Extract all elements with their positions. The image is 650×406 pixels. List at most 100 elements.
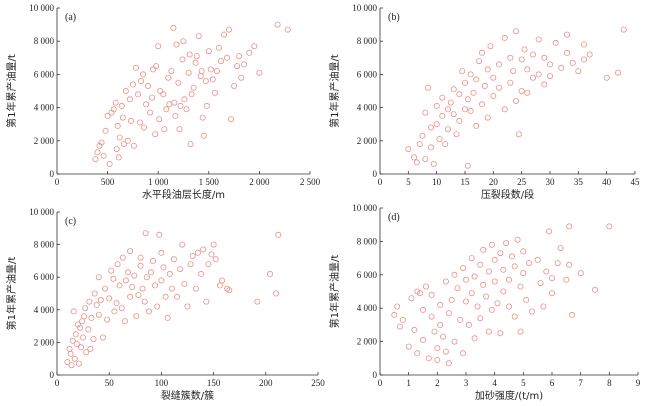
data-point xyxy=(119,254,126,261)
data-point xyxy=(216,282,223,289)
y-tick-label: 8 000 xyxy=(357,36,378,46)
data-point xyxy=(501,106,508,113)
chart-panel-c: 0 2 000 4 000 6 000 8 000 10 000 0 50 100 150 200 2… xyxy=(5,207,325,402)
data-point xyxy=(254,298,261,305)
data-point xyxy=(170,256,177,263)
data-point xyxy=(461,106,468,113)
x-tick-label: 2 000 xyxy=(249,177,270,187)
data-point xyxy=(547,61,554,68)
data-point xyxy=(153,63,160,70)
data-point xyxy=(428,313,435,320)
data-point xyxy=(175,79,182,86)
y-tick-label: 8 000 xyxy=(357,236,378,246)
data-point xyxy=(518,56,525,63)
data-point xyxy=(477,261,484,268)
data-point xyxy=(93,301,100,308)
data-point xyxy=(173,41,180,48)
data-point xyxy=(451,338,458,345)
data-point xyxy=(427,144,434,151)
data-point xyxy=(399,316,406,323)
data-point xyxy=(273,290,280,297)
data-point xyxy=(592,286,599,293)
chart-panel-a: 0 2 000 4 000 6 000 8 000 10 000 0 500 1 000 1 50… xyxy=(5,3,321,201)
data-point xyxy=(225,26,232,33)
data-point xyxy=(497,330,504,337)
data-point xyxy=(140,124,147,131)
data-point xyxy=(464,162,471,169)
data-point xyxy=(577,270,584,277)
y-axis-title: 第1年累产油量/t xyxy=(328,255,341,329)
data-point xyxy=(115,154,122,161)
data-point xyxy=(470,89,477,96)
data-point xyxy=(197,73,204,80)
data-point xyxy=(112,99,119,106)
data-point xyxy=(135,292,142,299)
data-point xyxy=(147,269,154,276)
data-point xyxy=(215,44,222,51)
data-point xyxy=(150,66,157,73)
data-point xyxy=(523,296,530,303)
data-point xyxy=(461,79,468,86)
data-point xyxy=(143,101,150,108)
data-point xyxy=(620,26,627,33)
data-point xyxy=(142,230,149,237)
data-point xyxy=(177,266,184,273)
data-point xyxy=(113,300,120,307)
data-point xyxy=(419,336,426,343)
data-point xyxy=(586,51,593,58)
data-point xyxy=(408,295,415,302)
data-point xyxy=(170,24,177,31)
data-point xyxy=(500,266,507,273)
x-axis-title: 裂缝簇数/簇 xyxy=(161,389,214,402)
data-point xyxy=(491,278,498,285)
data-point xyxy=(180,38,187,45)
data-point xyxy=(137,78,144,85)
data-point xyxy=(121,318,128,325)
data-point xyxy=(194,249,201,256)
data-point xyxy=(213,68,220,75)
data-point xyxy=(114,122,121,129)
panel-label: (d) xyxy=(388,212,400,223)
data-point xyxy=(192,285,199,292)
data-point xyxy=(110,275,117,282)
data-point xyxy=(134,91,141,98)
data-point xyxy=(440,333,447,340)
data-point xyxy=(450,111,457,118)
data-point xyxy=(156,116,163,123)
data-point xyxy=(83,349,90,356)
data-point xyxy=(454,285,461,292)
chart-panel-d: 0 2 000 4 000 6 000 8 000 10 000 0 1 2 3 4 5 6 7 8 9 加砂强… xyxy=(328,203,641,402)
data-point xyxy=(427,124,434,131)
data-point xyxy=(75,360,82,367)
x-axis-title: 水平段油层长度/m xyxy=(142,188,225,201)
data-point xyxy=(497,250,504,257)
data-point xyxy=(203,102,210,109)
data-point xyxy=(120,141,127,148)
data-point xyxy=(66,345,73,352)
data-point xyxy=(205,261,212,268)
y-axis-title: 第1年累产油量/t xyxy=(328,54,341,128)
scatter-points xyxy=(92,21,291,167)
x-tick-label: 20 xyxy=(489,177,499,187)
data-point xyxy=(507,79,514,86)
data-point xyxy=(81,313,88,320)
y-tick-label: 0 xyxy=(373,370,378,380)
data-point xyxy=(501,34,508,41)
data-point xyxy=(430,160,437,167)
y-tick-label: 0 xyxy=(373,169,378,179)
data-point xyxy=(514,236,521,243)
y-tick-label: 4 000 xyxy=(34,103,55,113)
data-point xyxy=(540,303,547,310)
data-point xyxy=(534,256,541,263)
data-point xyxy=(437,321,444,328)
y-tick-label: 10 000 xyxy=(29,207,54,217)
data-point xyxy=(181,96,188,103)
data-point xyxy=(161,126,168,133)
data-point xyxy=(152,282,159,289)
data-point xyxy=(456,117,463,124)
x-tick-label: 500 xyxy=(101,177,115,187)
panel-label: (a) xyxy=(65,12,76,23)
y-tick-label: 2 000 xyxy=(357,337,378,347)
scatter-points xyxy=(405,26,627,169)
y-tick-label: 0 xyxy=(50,370,55,380)
